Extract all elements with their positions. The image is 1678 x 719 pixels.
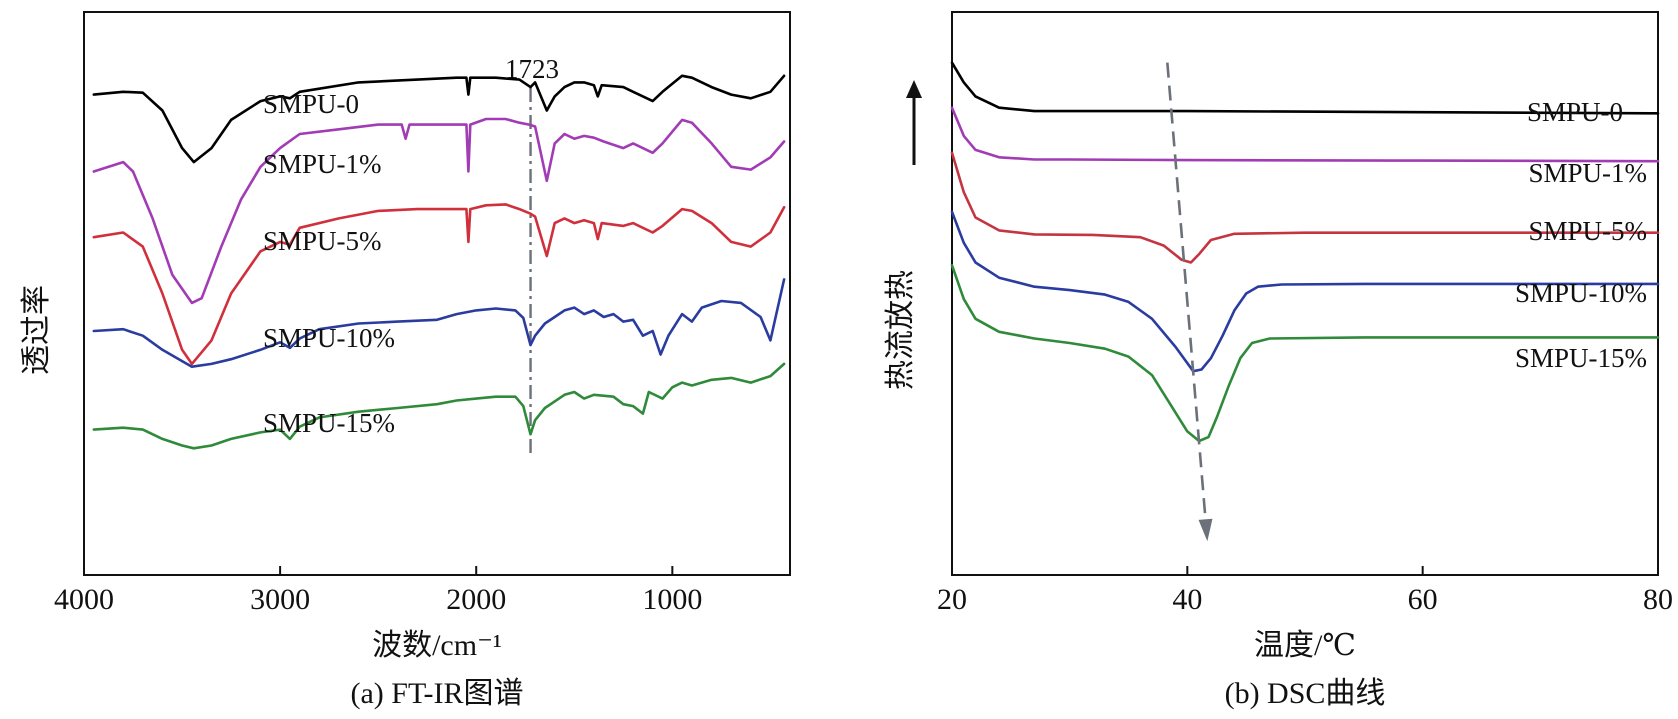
series-label: SMPU-5% bbox=[263, 226, 382, 256]
plot-frame bbox=[83, 11, 791, 576]
series-line-smpu-15- bbox=[950, 264, 1660, 443]
series-line-smpu-1- bbox=[950, 106, 1660, 163]
trend-arrow-head bbox=[1198, 518, 1213, 542]
series-line-smpu-5- bbox=[92, 203, 786, 366]
x-tick-label: 4000 bbox=[54, 583, 114, 616]
series-label: SMPU-0 bbox=[263, 89, 359, 119]
series-label: SMPU-15% bbox=[1515, 343, 1647, 373]
x-tick-label: 20 bbox=[937, 583, 967, 616]
x-tick-label: 3000 bbox=[250, 583, 310, 616]
series-line-smpu-0 bbox=[92, 74, 786, 164]
series-label: SMPU-1% bbox=[1528, 158, 1647, 188]
series-label: SMPU-10% bbox=[263, 323, 395, 353]
exotherm-arrow-head bbox=[906, 80, 922, 98]
panel-caption: (a) FT-IR图谱 bbox=[350, 677, 523, 710]
series-line-smpu-15- bbox=[92, 362, 786, 450]
series-line-smpu-10- bbox=[92, 278, 786, 368]
plot-frame bbox=[951, 11, 1659, 576]
series-label: SMPU-5% bbox=[1528, 216, 1647, 246]
trend-arrow-line bbox=[1166, 62, 1207, 520]
x-axis-label: 波数/cm⁻¹ bbox=[372, 629, 502, 662]
series-line-smpu-0 bbox=[950, 61, 1660, 115]
x-tick-label: 60 bbox=[1408, 583, 1438, 616]
x-tick-label: 80 bbox=[1643, 583, 1673, 616]
series-label: SMPU-10% bbox=[1515, 278, 1647, 308]
series-label: SMPU-1% bbox=[263, 149, 382, 179]
y-axis-label: 透过率 bbox=[20, 285, 53, 375]
series-line-smpu-5- bbox=[950, 151, 1660, 264]
series-label: SMPU-0 bbox=[1527, 97, 1623, 127]
x-tick-label: 40 bbox=[1172, 583, 1202, 616]
x-axis-label: 温度/℃ bbox=[1254, 629, 1356, 662]
x-tick-label: 1000 bbox=[642, 583, 702, 616]
panel-caption: (b) DSC曲线 bbox=[1225, 677, 1386, 710]
x-tick-label: 2000 bbox=[446, 583, 506, 616]
series-line-smpu-1- bbox=[92, 117, 786, 305]
series-label: SMPU-15% bbox=[263, 408, 395, 438]
series-line-smpu-10- bbox=[950, 210, 1660, 373]
y-axis-label: 热流放热 bbox=[884, 270, 917, 390]
